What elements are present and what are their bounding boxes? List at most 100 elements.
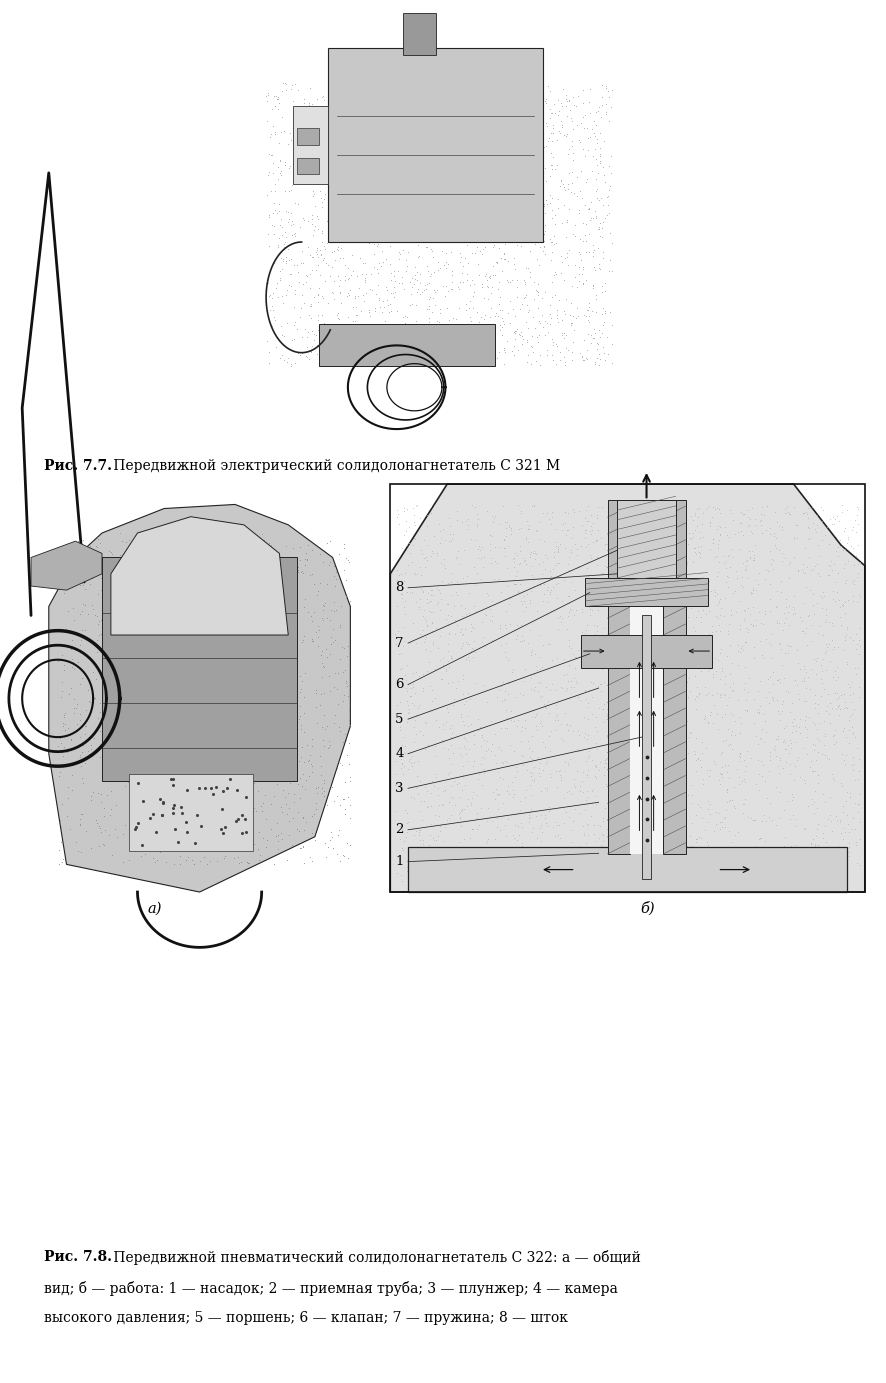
Point (175, 650, 190, 672)
Point (449, 118, 463, 140)
Point (491, 535, 505, 557)
Point (250, 838, 264, 860)
Point (380, 137, 394, 159)
Point (370, 234, 385, 256)
Point (504, 852, 518, 874)
Point (229, 809, 243, 831)
Point (351, 332, 365, 354)
Point (368, 102, 382, 124)
Point (471, 324, 486, 346)
Point (686, 654, 700, 676)
Point (92, 816, 106, 838)
Point (346, 149, 361, 171)
Point (797, 622, 812, 644)
Point (736, 599, 750, 621)
Point (332, 214, 346, 236)
Point (297, 686, 311, 708)
Point (554, 727, 568, 750)
Point (113, 582, 127, 604)
Point (841, 732, 855, 754)
Point (779, 790, 793, 812)
Point (803, 559, 817, 581)
Point (582, 102, 596, 124)
Point (488, 856, 502, 878)
Point (236, 593, 250, 615)
Point (584, 324, 598, 346)
Point (161, 680, 175, 703)
Point (129, 745, 144, 768)
Point (789, 853, 804, 875)
Point (719, 729, 733, 751)
Point (610, 643, 625, 665)
Point (155, 571, 169, 593)
Point (183, 740, 197, 762)
Point (235, 804, 249, 826)
Point (429, 593, 443, 615)
Point (243, 676, 257, 698)
Point (647, 762, 661, 784)
Point (807, 866, 821, 888)
Point (552, 763, 566, 786)
Point (688, 541, 702, 563)
Point (549, 871, 563, 893)
Point (845, 698, 859, 721)
Point (532, 871, 546, 893)
Point (417, 136, 431, 158)
Point (154, 595, 168, 617)
Point (316, 89, 330, 111)
Point (477, 747, 491, 769)
Point (664, 642, 678, 664)
Point (396, 762, 410, 784)
Point (186, 563, 200, 585)
Point (579, 570, 594, 592)
Point (316, 682, 330, 704)
Point (425, 631, 439, 653)
Point (588, 530, 602, 552)
Point (195, 678, 209, 700)
Point (505, 76, 519, 98)
Point (490, 855, 504, 877)
Point (502, 734, 517, 757)
Point (416, 109, 430, 131)
Point (455, 324, 469, 346)
Point (147, 712, 161, 734)
Point (338, 266, 352, 288)
Point (341, 752, 355, 774)
Point (665, 675, 680, 697)
Point (447, 209, 461, 231)
Point (572, 780, 587, 802)
Point (243, 609, 257, 631)
Point (821, 563, 835, 585)
Point (260, 163, 275, 185)
Point (685, 784, 699, 806)
Point (237, 567, 251, 589)
Point (833, 810, 847, 833)
Point (467, 595, 481, 617)
Point (124, 644, 138, 667)
Point (548, 519, 563, 541)
Point (544, 231, 558, 253)
Point (563, 181, 578, 203)
Point (416, 65, 431, 87)
Point (470, 228, 485, 250)
Point (422, 285, 436, 307)
Point (260, 599, 274, 621)
Point (405, 113, 419, 136)
Point (470, 343, 484, 365)
Point (226, 705, 240, 727)
Point (220, 552, 234, 574)
Point (308, 696, 323, 718)
Point (229, 798, 244, 820)
Point (751, 694, 766, 716)
Point (512, 535, 526, 557)
Point (635, 848, 649, 870)
Point (426, 340, 440, 362)
Point (401, 77, 416, 100)
Point (549, 647, 563, 669)
Point (328, 159, 342, 181)
Point (136, 609, 150, 631)
Point (206, 592, 220, 614)
Point (752, 510, 766, 532)
Point (789, 674, 804, 696)
Point (114, 606, 128, 628)
